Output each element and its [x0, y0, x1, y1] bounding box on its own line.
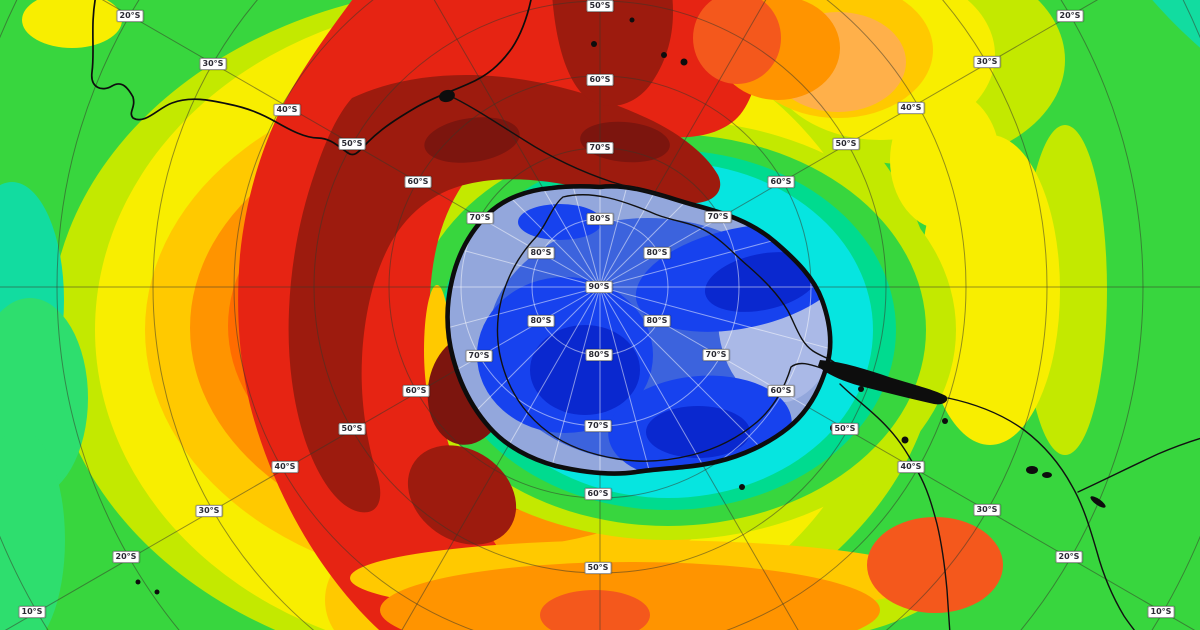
tierra-del-fuego: [818, 360, 948, 405]
corner-yellow-patch: [22, 0, 122, 48]
ozone-deepest-cores: [530, 252, 820, 458]
bottom-orange-red-patches: [540, 517, 1003, 630]
atlantic-coastline: [1077, 437, 1200, 493]
secondary-coastline: [445, 93, 665, 197]
chile-coastline: [839, 383, 951, 630]
south-georgia-island: [1090, 496, 1106, 508]
tasmania-island: [439, 89, 455, 103]
argentina-coastline: [947, 397, 1136, 630]
islands: [135, 17, 1106, 595]
spring-green-patches: [0, 298, 88, 630]
top-right-orange-red: [693, 0, 781, 84]
falkland-islands: [1026, 466, 1038, 474]
ozone-hole-contour: [445, 183, 833, 476]
antarctica-coastline: [496, 194, 838, 462]
